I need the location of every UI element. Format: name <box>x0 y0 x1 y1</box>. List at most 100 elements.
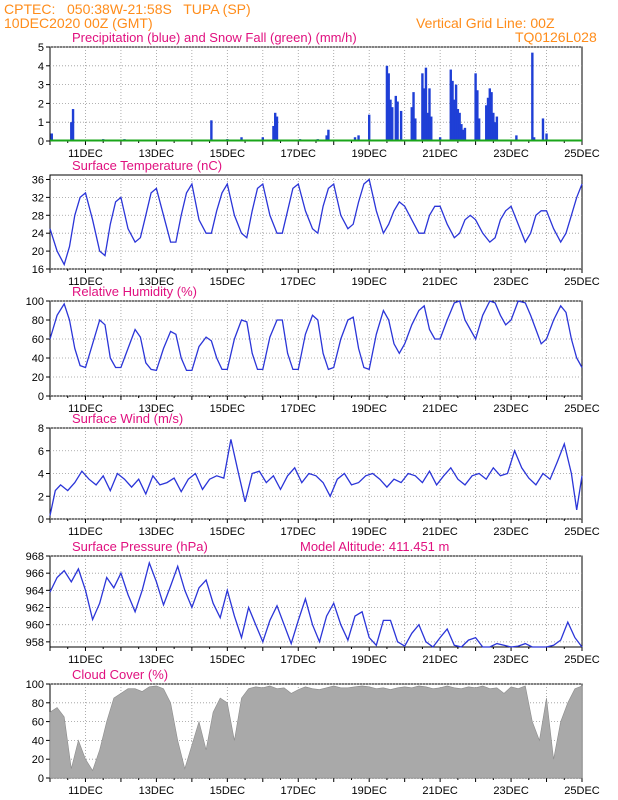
x-tick-label: 15DEC <box>210 785 246 797</box>
x-tick-label: 15DEC <box>210 403 246 415</box>
x-tick-label: 11DEC <box>68 526 103 538</box>
y-tick-label: 4 <box>38 469 44 481</box>
header-station: CPTEC: 050:38W-21:58S TUPA (SP) <box>4 1 251 17</box>
y-tick-label: 6 <box>38 446 44 458</box>
y-tick-label: 0 <box>38 136 44 148</box>
panel-frame <box>49 300 583 397</box>
precip-bar <box>476 90 479 141</box>
y-tick-label: 40 <box>32 353 44 365</box>
precip-bar <box>463 127 467 141</box>
y-tick-label: 958 <box>26 637 44 649</box>
x-tick-label: 25DEC <box>564 403 600 415</box>
precip-bar <box>477 118 481 141</box>
x-tick-label: 19DEC <box>351 276 387 288</box>
precip-bar <box>531 52 534 141</box>
precip-bar <box>486 97 490 141</box>
precip-bar <box>274 112 277 141</box>
precip-bar <box>325 135 328 141</box>
precip-bar <box>368 114 371 141</box>
precip-bar <box>515 135 518 141</box>
y-tick-label: 24 <box>32 228 44 240</box>
x-tick-label: 13DEC <box>139 403 175 415</box>
panel-title: Surface Pressure (hPa) <box>72 539 208 554</box>
precip-bar <box>50 133 53 141</box>
x-tick-label: 17DEC <box>281 148 317 160</box>
y-tick-label: 100 <box>26 296 44 308</box>
x-tick-label: 21DEC <box>422 526 458 538</box>
x-tick-label: 17DEC <box>281 276 317 288</box>
precip-bar <box>454 84 458 141</box>
series-line <box>49 439 583 516</box>
y-tick-label: 964 <box>26 585 44 597</box>
precip-bar <box>385 65 389 141</box>
precip-bar <box>394 95 397 141</box>
y-tick-label: 962 <box>26 603 44 615</box>
x-tick-label: 11DEC <box>68 654 103 666</box>
x-tick-label: 15DEC <box>210 276 246 288</box>
series-line <box>49 300 583 372</box>
precip-bar <box>389 99 392 141</box>
precip-bar <box>357 135 360 141</box>
x-tick-label: 25DEC <box>564 276 600 288</box>
precip-bar <box>453 99 456 141</box>
y-tick-label: 960 <box>26 620 44 632</box>
precip-bar <box>414 118 417 141</box>
y-tick-label: 28 <box>32 210 44 222</box>
x-tick-label: 19DEC <box>351 526 387 538</box>
y-tick-label: 1 <box>38 117 44 129</box>
precip-bar <box>451 80 454 141</box>
y-tick-label: 40 <box>32 735 44 747</box>
x-tick-label: 25DEC <box>564 785 600 797</box>
header-code: TQ0126L028 <box>515 29 597 45</box>
y-tick-label: 5 <box>38 42 44 54</box>
x-tick-label: 11DEC <box>68 276 103 288</box>
precip-bar <box>240 137 243 141</box>
y-tick-label: 60 <box>32 334 44 346</box>
precip-bar <box>461 129 465 141</box>
x-tick-label: 11DEC <box>68 403 103 415</box>
y-tick-label: 0 <box>38 773 44 785</box>
panel-title: Cloud Cover (%) <box>72 667 168 682</box>
precip-bar <box>70 122 73 141</box>
series-line <box>49 178 583 267</box>
x-tick-label: 19DEC <box>351 148 387 160</box>
x-tick-label: 21DEC <box>422 148 458 160</box>
y-tick-label: 60 <box>32 717 44 729</box>
x-tick-label: 15DEC <box>210 526 246 538</box>
x-tick-label: 13DEC <box>139 785 175 797</box>
x-tick-label: 23DEC <box>493 403 529 415</box>
precip-bar <box>275 116 279 141</box>
x-tick-label: 17DEC <box>281 785 317 797</box>
cloud-cover-area <box>49 685 583 779</box>
y-tick-label: 968 <box>26 551 44 563</box>
x-tick-label: 19DEC <box>351 403 387 415</box>
y-tick-label: 100 <box>26 679 44 691</box>
precip-bar <box>490 92 493 141</box>
precip-bar <box>488 88 491 141</box>
precip-bar <box>396 101 399 141</box>
x-tick-label: 25DEC <box>564 526 600 538</box>
y-tick-label: 20 <box>32 246 44 258</box>
x-tick-label: 23DEC <box>493 276 529 288</box>
precip-bar <box>438 137 442 141</box>
precip-bar <box>71 109 75 141</box>
x-tick-label: 11DEC <box>68 148 103 160</box>
x-tick-label: 17DEC <box>281 526 317 538</box>
y-tick-label: 4 <box>38 61 44 73</box>
precip-bar <box>449 69 452 141</box>
y-tick-label: 2 <box>38 98 44 110</box>
x-tick-label: 11DEC <box>68 785 103 797</box>
x-tick-label: 21DEC <box>422 785 458 797</box>
panel-title: Surface Wind (m/s) <box>72 411 183 426</box>
precip-bar <box>422 88 426 141</box>
precip-bar <box>353 137 357 141</box>
header-grid-note: Vertical Grid Line: 00Z <box>416 15 555 31</box>
x-tick-label: 19DEC <box>351 654 387 666</box>
precip-bar <box>545 133 548 141</box>
x-tick-label: 25DEC <box>564 654 600 666</box>
precip-bar <box>495 116 499 141</box>
x-tick-label: 13DEC <box>139 148 175 160</box>
precip-bar <box>492 112 495 141</box>
y-tick-label: 80 <box>32 315 44 327</box>
